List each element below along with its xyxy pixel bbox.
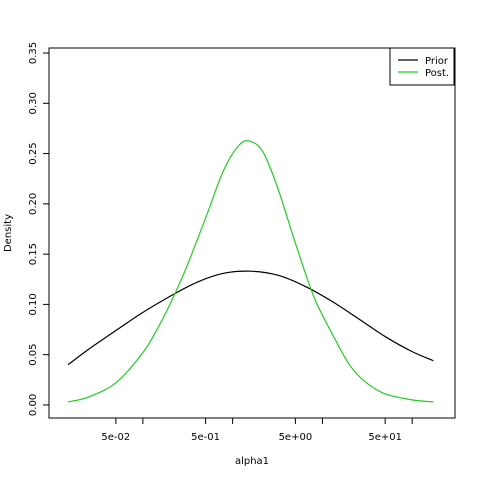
- y-tick-label: 0.30: [28, 92, 39, 114]
- y-tick-label: 0.10: [28, 293, 39, 315]
- x-tick-label: 5e-01: [191, 432, 220, 443]
- x-tick-label: 5e-02: [101, 432, 130, 443]
- y-tick-label: 0.20: [28, 193, 39, 215]
- y-tick-label: 0.15: [28, 243, 39, 265]
- legend-label: Prior: [425, 56, 449, 67]
- y-axis-title: Density: [3, 214, 14, 252]
- y-tick-label: 0.05: [28, 344, 39, 366]
- plot-frame: [48, 47, 456, 419]
- series-line-prior: [67, 270, 434, 366]
- x-tick-label: 5e+01: [368, 432, 402, 443]
- x-tick-label: 5e+00: [279, 432, 313, 443]
- y-tick-label: 0.25: [28, 142, 39, 164]
- legend-box: [389, 47, 455, 86]
- series-line-post: [67, 140, 434, 403]
- x-axis-title: alpha1: [235, 456, 269, 467]
- y-tick-label: 0.35: [28, 42, 39, 64]
- legend-label: Post.: [425, 68, 449, 79]
- y-tick-label: 0.00: [28, 394, 39, 416]
